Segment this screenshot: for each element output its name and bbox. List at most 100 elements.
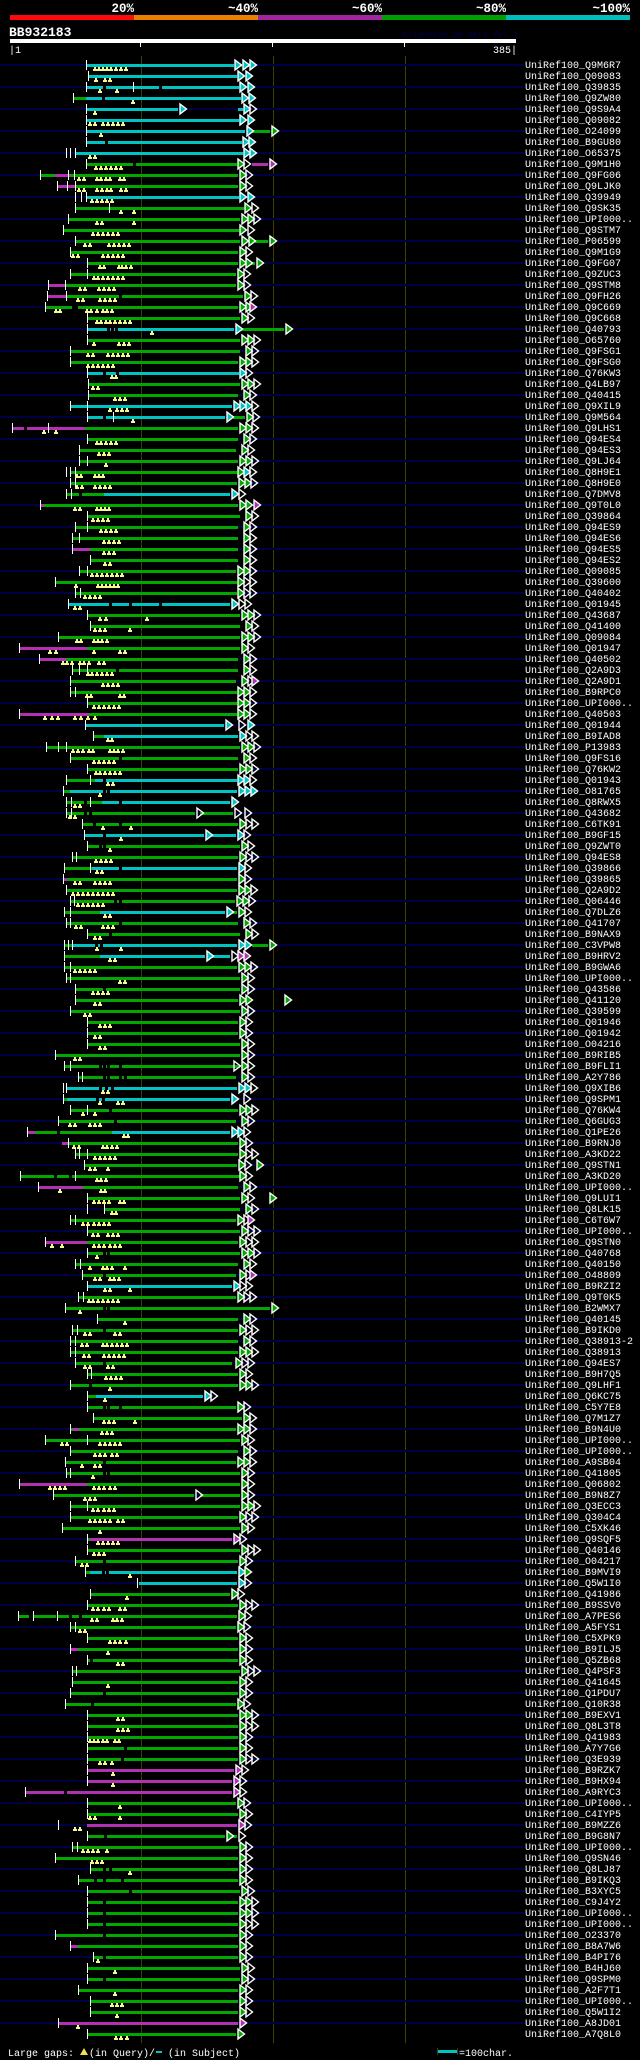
svg-text:UniRef100_Q01947: UniRef100_Q01947: [525, 643, 621, 655]
svg-text:UniRef100_A8JD01: UniRef100_A8JD01: [525, 2018, 621, 2030]
svg-text:UniRef100_B2WMX7: UniRef100_B2WMX7: [525, 1303, 621, 1315]
svg-text:UniRef100_Q39865: UniRef100_Q39865: [525, 874, 621, 886]
svg-text:UniRef100_Q41805: UniRef100_Q41805: [525, 1468, 621, 1480]
svg-text:UniRef100_P06599: UniRef100_P06599: [525, 236, 621, 248]
svg-text:UniRef100_Q6GUG3: UniRef100_Q6GUG3: [525, 1116, 621, 1128]
svg-text:UniRef100_Q9LJ64: UniRef100_Q9LJ64: [525, 456, 621, 468]
svg-text:UniRef100_B9GU80: UniRef100_B9GU80: [525, 137, 621, 149]
svg-text:UniRef100_Q9FH26: UniRef100_Q9FH26: [525, 291, 621, 303]
svg-text:UniRef100_A5FYS1: UniRef100_A5FYS1: [525, 1622, 621, 1634]
svg-text:|1: |1: [9, 45, 21, 57]
svg-text:UniRef100_B9RZK7: UniRef100_B9RZK7: [525, 1765, 621, 1777]
svg-text:UniRef100_A7PES6: UniRef100_A7PES6: [525, 1611, 621, 1623]
svg-text:UniRef100_C9J4Y2: UniRef100_C9J4Y2: [525, 1897, 621, 1909]
svg-text:UniRef100_Q43682: UniRef100_Q43682: [525, 808, 621, 820]
svg-text:Large gaps:: Large gaps:: [8, 2049, 74, 2060]
svg-text:UniRef100_Q9SPM0: UniRef100_Q9SPM0: [525, 1974, 621, 1986]
svg-text:UniRef100_Q9SQF5: UniRef100_Q9SQF5: [525, 1534, 621, 1546]
svg-text:UniRef100_O24099: UniRef100_O24099: [525, 126, 621, 138]
svg-text:UniRef100_O04217: UniRef100_O04217: [525, 1556, 621, 1568]
svg-text:UniRef100_Q40402: UniRef100_Q40402: [525, 588, 621, 600]
svg-text:UniRef100_Q9C669: UniRef100_Q9C669: [525, 302, 621, 314]
svg-text:385|: 385|: [493, 45, 517, 57]
svg-text:=100char.: =100char.: [459, 2048, 513, 2060]
svg-text:UniRef100_UPI000..: UniRef100_UPI000..: [525, 698, 633, 710]
svg-text:UniRef100_B9RIB5: UniRef100_B9RIB5: [525, 1050, 621, 1062]
svg-text:~80%: ~80%: [476, 2, 507, 16]
svg-text:UniRef100_Q5W1I2: UniRef100_Q5W1I2: [525, 2007, 621, 2019]
svg-text:UniRef100_Q9T0K5: UniRef100_Q9T0K5: [525, 1292, 621, 1304]
svg-text:UniRef100_UPI000..: UniRef100_UPI000..: [525, 1446, 633, 1458]
svg-text:UniRef100_B9SSV0: UniRef100_B9SSV0: [525, 1600, 621, 1612]
svg-text:UniRef100_Q43687: UniRef100_Q43687: [525, 610, 621, 622]
svg-text:UniRef100_Q8H9E0: UniRef100_Q8H9E0: [525, 478, 621, 490]
svg-text:UniRef100_Q39949: UniRef100_Q39949: [525, 192, 621, 204]
svg-text:UniRef100_Q9T0L0: UniRef100_Q9T0L0: [525, 500, 621, 512]
svg-text:UniRef100_Q8L3T8: UniRef100_Q8L3T8: [525, 1721, 621, 1733]
svg-text:UniRef100_Q06446: UniRef100_Q06446: [525, 896, 621, 908]
svg-text:UniRef100_Q4LB97: UniRef100_Q4LB97: [525, 379, 621, 391]
svg-text:UniRef100_Q94ES7: UniRef100_Q94ES7: [525, 1358, 621, 1370]
svg-text:UniRef100_Q2A9D3: UniRef100_Q2A9D3: [525, 665, 621, 677]
svg-text:UniRef100_Q9M1G9: UniRef100_Q9M1G9: [525, 247, 621, 259]
svg-text:UniRef100_Q10R38: UniRef100_Q10R38: [525, 1699, 621, 1711]
svg-text:UniRef100_Q9LHS1: UniRef100_Q9LHS1: [525, 423, 621, 435]
svg-text:UniRef100_A2F7T1: UniRef100_A2F7T1: [525, 1985, 621, 1997]
svg-text:UniRef100_B9HRV2: UniRef100_B9HRV2: [525, 951, 621, 963]
svg-text:UniRef100_O81765: UniRef100_O81765: [525, 786, 621, 798]
svg-text:UniRef100_Q41707: UniRef100_Q41707: [525, 918, 621, 930]
svg-text:UniRef100_Q40768: UniRef100_Q40768: [525, 1248, 621, 1260]
svg-text:UniRef100_Q2A9D1: UniRef100_Q2A9D1: [525, 676, 621, 688]
svg-text:UniRef100_Q3ECC3: UniRef100_Q3ECC3: [525, 1501, 621, 1513]
svg-text:UniRef100_Q9LHF1: UniRef100_Q9LHF1: [525, 1380, 621, 1392]
svg-text:UniRef100_B9N8Z7: UniRef100_B9N8Z7: [525, 1490, 621, 1502]
svg-text:UniRef100_A9RYC3: UniRef100_A9RYC3: [525, 1787, 621, 1799]
svg-text:UniRef100_Q9XIL9: UniRef100_Q9XIL9: [525, 401, 621, 413]
svg-text:UniRef100_Q39599: UniRef100_Q39599: [525, 1006, 621, 1018]
svg-text:UniRef100_UPI000..: UniRef100_UPI000..: [525, 973, 633, 985]
svg-text:UniRef100_B9RNJ0: UniRef100_B9RNJ0: [525, 1138, 621, 1150]
svg-text:UniRef100_O65375: UniRef100_O65375: [525, 148, 621, 160]
svg-text:UniRef100_Q41645: UniRef100_Q41645: [525, 1677, 621, 1689]
svg-text:UniRef100_B3XYC5: UniRef100_B3XYC5: [525, 1886, 621, 1898]
svg-text:UniRef100_B9NAX9: UniRef100_B9NAX9: [525, 929, 621, 941]
svg-text:UniRef100_Q39835: UniRef100_Q39835: [525, 82, 621, 94]
svg-text:UniRef100_B9IAD8: UniRef100_B9IAD8: [525, 731, 621, 743]
svg-text:UniRef100_UPI000..: UniRef100_UPI000..: [525, 1226, 633, 1238]
svg-text:UniRef100_Q76KW2: UniRef100_Q76KW2: [525, 764, 621, 776]
svg-text:UniRef100_Q9M564: UniRef100_Q9M564: [525, 412, 621, 424]
svg-text:UniRef100_Q7DLZ6: UniRef100_Q7DLZ6: [525, 907, 621, 919]
svg-text:~40%: ~40%: [228, 2, 259, 16]
svg-text:UniRef100_Q39864: UniRef100_Q39864: [525, 511, 621, 523]
svg-text:UniRef100_Q9ZW80: UniRef100_Q9ZW80: [525, 93, 621, 105]
svg-text:UniRef100_Q9M1H0: UniRef100_Q9M1H0: [525, 159, 621, 171]
svg-text:UniRef100_Q01944: UniRef100_Q01944: [525, 720, 621, 732]
svg-text:UniRef100_A2Y786: UniRef100_A2Y786: [525, 1072, 621, 1084]
svg-text:UniRef100_Q94ES3: UniRef100_Q94ES3: [525, 445, 621, 457]
svg-text:UniRef100_Q01943: UniRef100_Q01943: [525, 775, 621, 787]
svg-text:UniRef100_Q9ZWT0: UniRef100_Q9ZWT0: [525, 841, 621, 853]
svg-text:UniRef100_C5XK46: UniRef100_C5XK46: [525, 1523, 621, 1535]
svg-text:UniRef100_Q43586: UniRef100_Q43586: [525, 984, 621, 996]
svg-text:UniRef100_Q9S9A4: UniRef100_Q9S9A4: [525, 104, 621, 116]
svg-text:UniRef100_Q94ES9: UniRef100_Q94ES9: [525, 522, 621, 534]
svg-text:UniRef100_C6T6W7: UniRef100_C6T6W7: [525, 1215, 621, 1227]
svg-text:UniRef100_Q38913: UniRef100_Q38913: [525, 1347, 621, 1359]
svg-text:UniRef100_UPI000..: UniRef100_UPI000..: [525, 214, 633, 226]
svg-text:UniRef100_Q7DMV8: UniRef100_Q7DMV8: [525, 489, 621, 501]
svg-text:UniRef100_Q8RWX5: UniRef100_Q8RWX5: [525, 797, 621, 809]
svg-text:UniRef100_Q94ES4: UniRef100_Q94ES4: [525, 434, 621, 446]
svg-text:UniRef100_B4PI76: UniRef100_B4PI76: [525, 1952, 621, 1964]
svg-text:UniRef100_A7Q8L0: UniRef100_A7Q8L0: [525, 2029, 621, 2041]
svg-text:UniRef100_B9MZZ6: UniRef100_B9MZZ6: [525, 1820, 621, 1832]
svg-text:UniRef100_B9G8N7: UniRef100_B9G8N7: [525, 1831, 621, 1843]
svg-text:UniRef100_Q40503: UniRef100_Q40503: [525, 709, 621, 721]
svg-text:UniRef100_Q40415: UniRef100_Q40415: [525, 390, 621, 402]
svg-text:UniRef100_Q4PSF3: UniRef100_Q4PSF3: [525, 1666, 621, 1678]
svg-text:UniRef100_Q41400: UniRef100_Q41400: [525, 621, 621, 633]
svg-text:UniRef100_B9EXV1: UniRef100_B9EXV1: [525, 1710, 621, 1722]
svg-text:UniRef100_Q01945: UniRef100_Q01945: [525, 599, 621, 611]
svg-text:UniRef100_O48809: UniRef100_O48809: [525, 1270, 621, 1282]
svg-text:UniRef100_Q9STN0: UniRef100_Q9STN0: [525, 1237, 621, 1249]
svg-text:UniRef100_Q3E939: UniRef100_Q3E939: [525, 1754, 621, 1766]
